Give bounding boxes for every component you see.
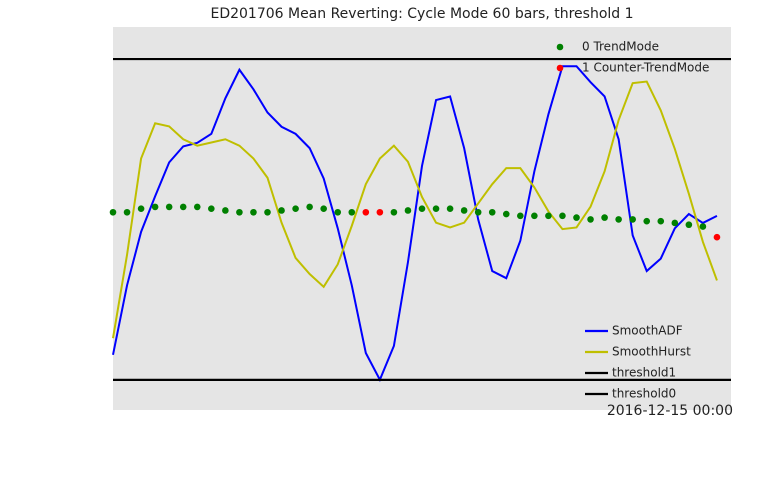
mode-dot [643, 217, 651, 225]
mode-dot [573, 214, 580, 221]
legend-marker [556, 43, 564, 51]
mode-dot [517, 212, 524, 220]
mode-dot [236, 208, 243, 216]
mode-dot [137, 205, 145, 213]
mode-dot [418, 205, 426, 213]
mode-dot [320, 205, 327, 213]
mode-dot [208, 205, 215, 213]
legend-label: SmoothHurst [612, 345, 691, 359]
mode-dot [587, 216, 594, 223]
mode-dot [404, 207, 412, 214]
mode-dot [179, 203, 187, 211]
mode-dot [123, 208, 131, 216]
mode-dot [306, 203, 313, 211]
mode-dot [502, 210, 510, 218]
legend-label: 1 Counter-TrendMode [582, 61, 709, 75]
mode-dot [348, 208, 356, 216]
marks [109, 57, 731, 383]
mode-dot [278, 207, 285, 214]
mode-dot [193, 203, 201, 211]
mode-dot [559, 212, 566, 220]
mode-dot [699, 223, 707, 230]
axes: 0 TrendMode 1 Counter-TrendMode SmoothADF S… [556, 40, 709, 401]
mode-dot [460, 207, 468, 214]
mode-dot [531, 212, 538, 220]
mode-dot [376, 208, 384, 216]
mode-dot [545, 212, 552, 220]
legend-label: 0 TrendMode [582, 40, 659, 54]
mode-dot [615, 216, 622, 223]
plot-area [113, 27, 731, 410]
mode-dot [109, 208, 117, 216]
mode-dot [488, 208, 496, 216]
mode-dot [432, 205, 440, 213]
legend-label: SmoothADF [612, 324, 683, 338]
mode-dot [250, 208, 257, 216]
mode-dot [362, 208, 370, 216]
offset-annotation: 2016-12-15 00:00 [607, 403, 733, 419]
mode-dot [685, 221, 693, 229]
mode-dot [713, 233, 721, 241]
mode-dot [446, 205, 454, 213]
legend-label: threshold0 [612, 387, 676, 401]
mode-dot [629, 216, 636, 223]
legend-label: threshold1 [612, 366, 676, 380]
legend-marker [556, 64, 564, 72]
mode-dot [390, 208, 398, 216]
mode-dot [264, 208, 271, 216]
mode-dot [334, 208, 342, 216]
mode-dot [671, 219, 679, 227]
mode-dot [165, 203, 173, 211]
mode-dot [222, 207, 229, 214]
mode-dot [474, 208, 482, 216]
mode-dot [292, 205, 299, 213]
mode-dot [657, 217, 665, 225]
line-smoothhurst [112, 80, 718, 339]
chart-title: ED201706 Mean Reverting: Cycle Mode 60 b… [210, 6, 633, 22]
mode-dot [601, 214, 608, 221]
mode-dot [151, 203, 159, 211]
